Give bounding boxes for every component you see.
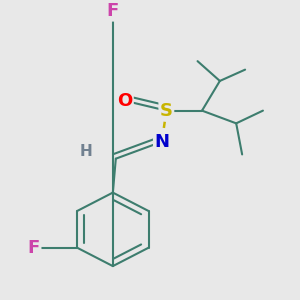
Text: N: N — [154, 133, 169, 151]
Text: H: H — [80, 144, 92, 159]
Text: O: O — [117, 92, 132, 110]
Text: S: S — [160, 102, 173, 120]
Text: F: F — [107, 2, 119, 20]
Text: F: F — [28, 239, 40, 257]
